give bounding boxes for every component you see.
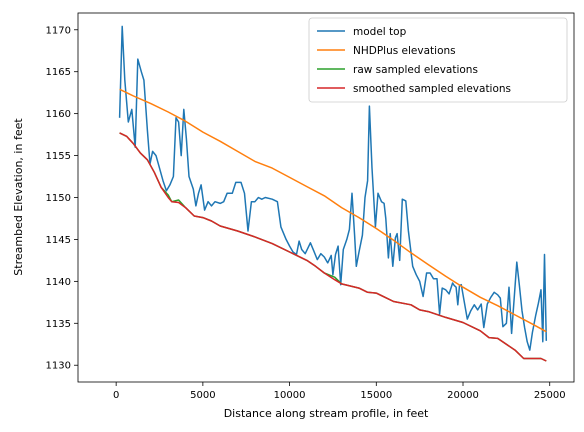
- y-tick-label: 1150: [46, 193, 71, 204]
- x-tick-label: 5000: [190, 390, 215, 401]
- x-axis-ticks: 0 5000 10000 15000 20000 25000: [113, 382, 566, 401]
- y-tick-label: 1130: [46, 361, 71, 372]
- series-line-3: [119, 132, 547, 362]
- legend-entry: raw sampled elevations: [353, 64, 478, 76]
- legend-entry: model top: [353, 26, 407, 38]
- y-tick-label: 1165: [46, 67, 71, 78]
- x-tick-label: 25000: [534, 390, 566, 401]
- legend-box: [308, 17, 568, 103]
- series-line-1: [119, 88, 547, 333]
- y-tick-label: 1160: [46, 109, 71, 120]
- x-axis-label: Distance along stream profile, in feet: [224, 407, 429, 420]
- x-tick-label: 15000: [360, 390, 392, 401]
- legend: model top NHDPlus elevations raw sampled e…: [308, 17, 568, 103]
- x-tick-label: 20000: [447, 390, 479, 401]
- x-tick-label: 0: [113, 390, 119, 401]
- y-tick-label: 1170: [46, 25, 71, 36]
- legend-entry: NHDPlus elevations: [353, 45, 456, 57]
- y-axis-label: Streambed Elevation, in feet: [12, 118, 25, 276]
- y-tick-label: 1135: [46, 319, 71, 330]
- y-axis-ticks: 1130 1135 1140 1145 1150 1155 1160 1165 1170: [46, 25, 78, 372]
- y-tick-label: 1145: [46, 235, 71, 246]
- x-tick-label: 10000: [274, 390, 306, 401]
- y-tick-label: 1140: [46, 277, 71, 288]
- y-tick-label: 1155: [46, 151, 71, 162]
- plot-lines: [118, 25, 548, 362]
- legend-entry: smoothed sampled elevations: [353, 83, 511, 95]
